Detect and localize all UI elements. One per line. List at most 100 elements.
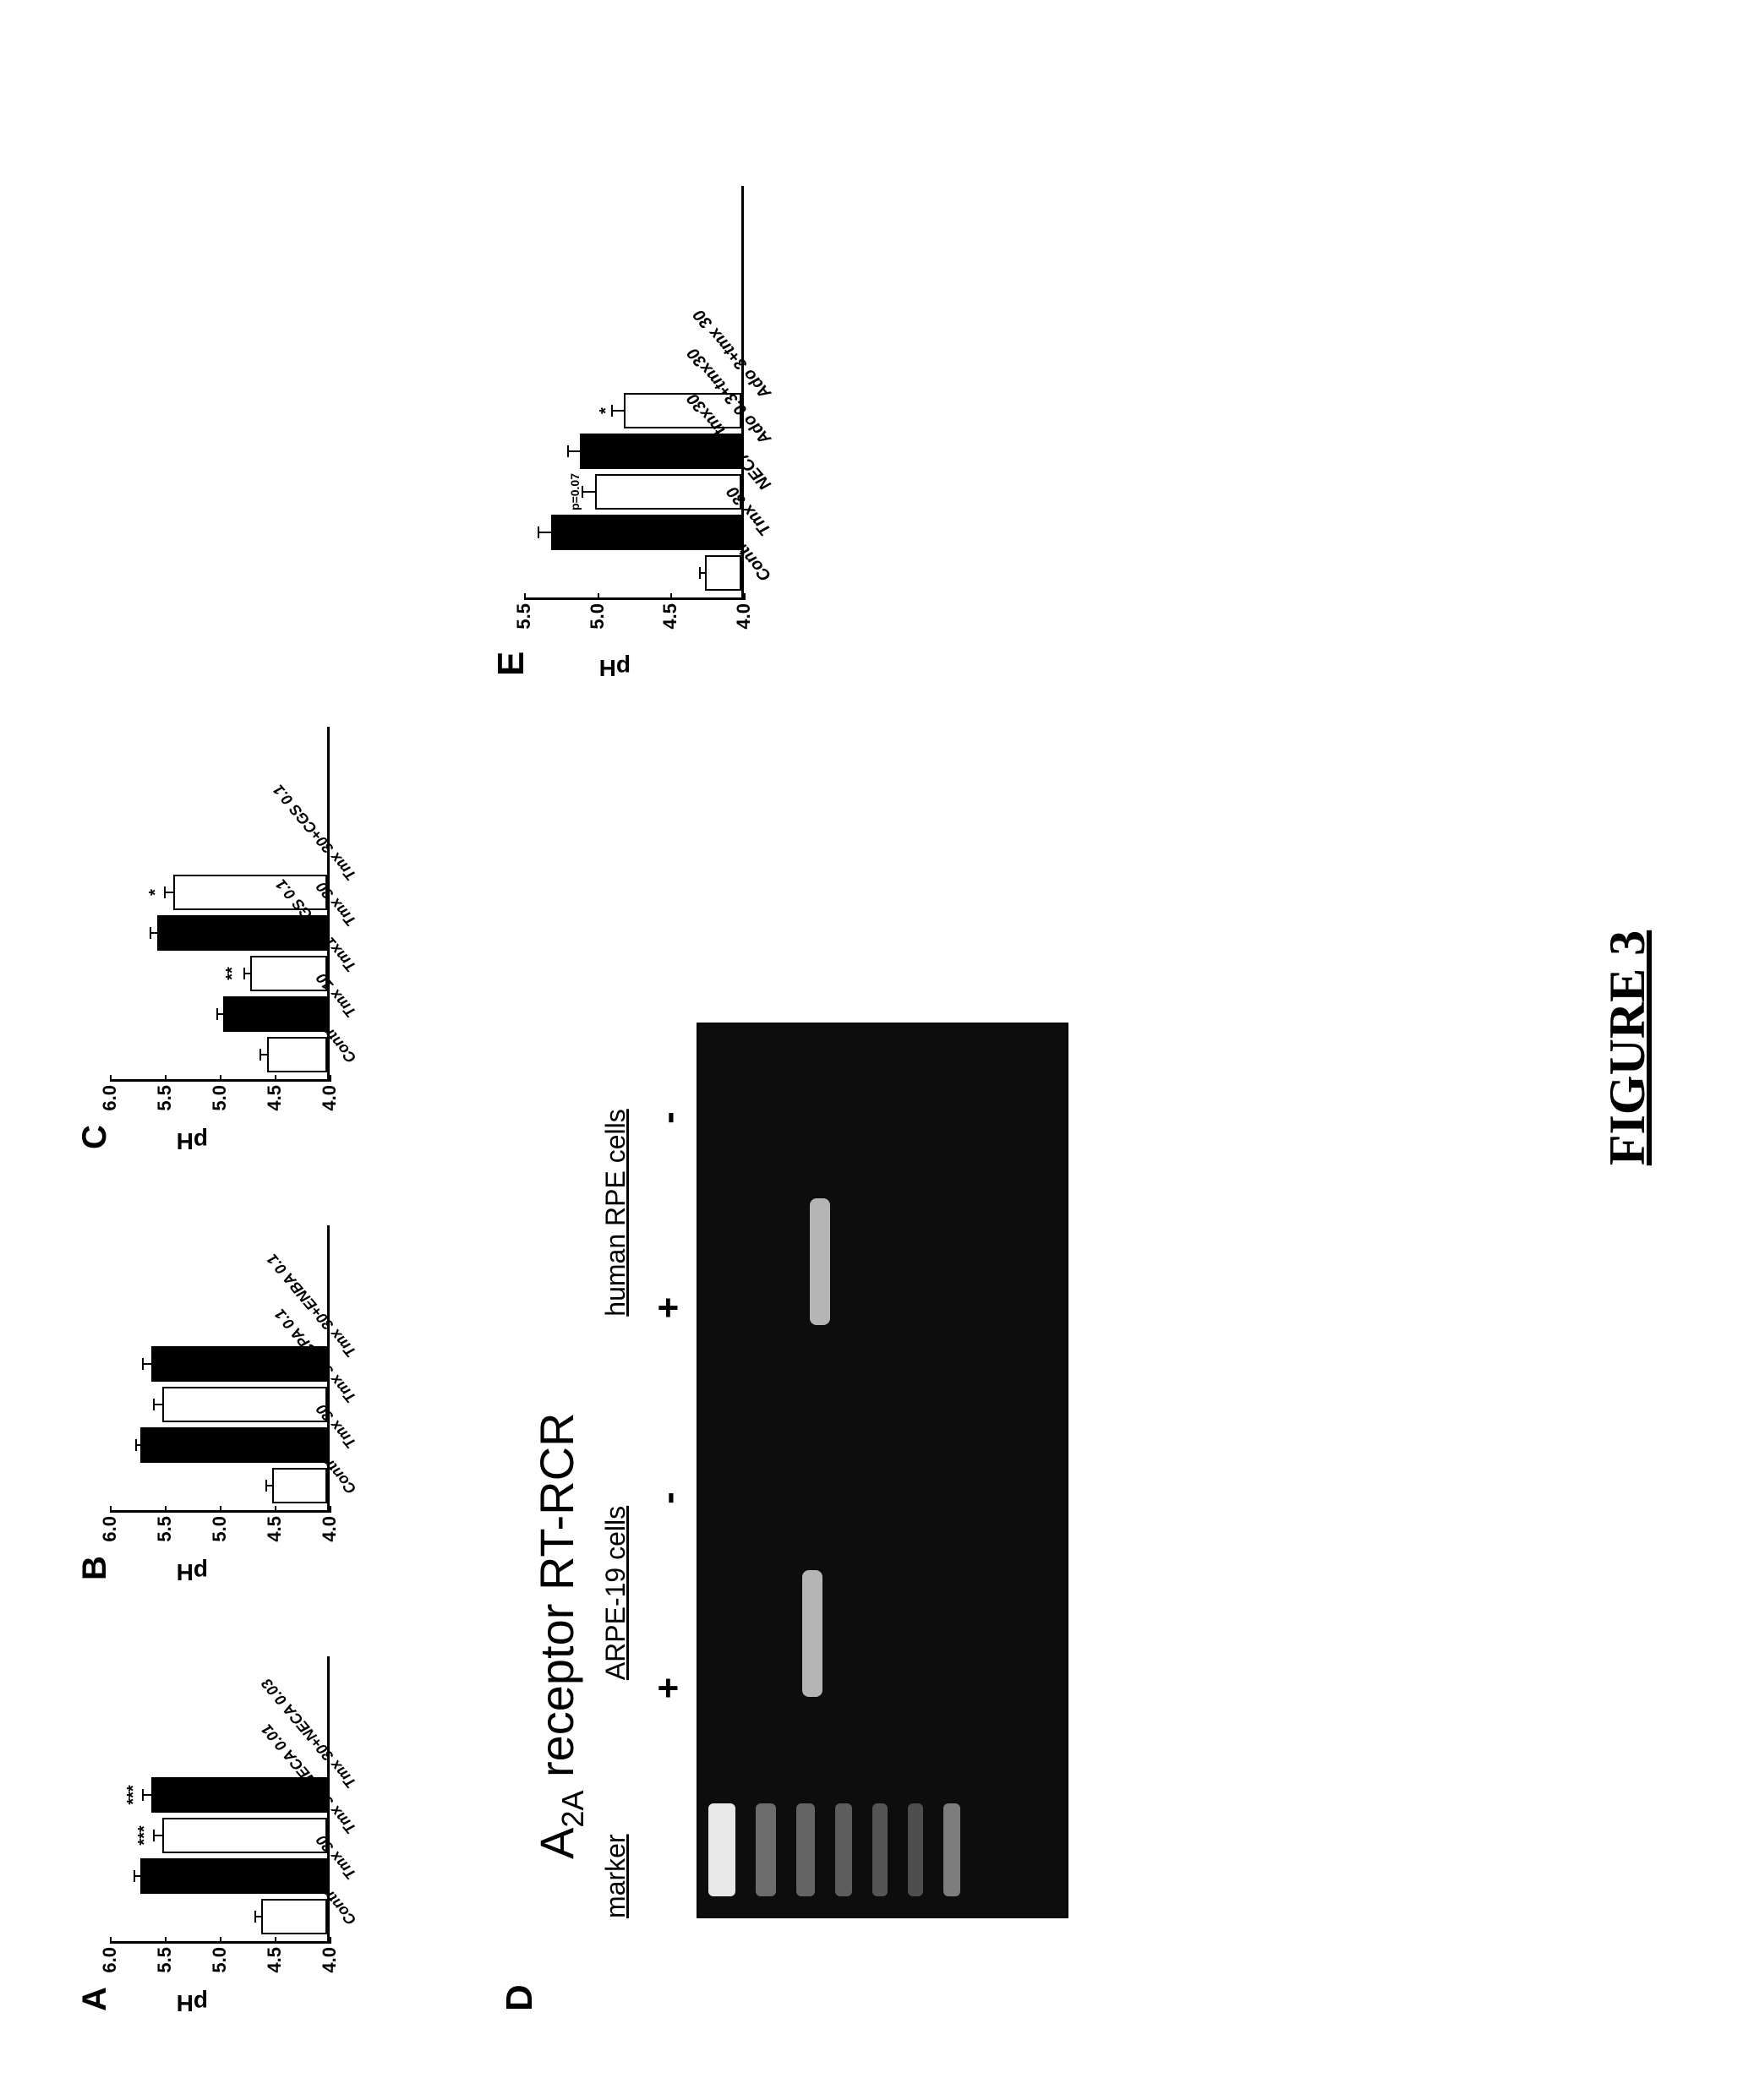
xlabels-E: ControlTmx 30NECA 1+tmx30Ado 0.3+tmx30Ad… [749, 183, 768, 597]
error-bar [567, 450, 582, 452]
gel-title-sub: 2A [555, 1791, 590, 1828]
significance-mark: * [597, 407, 616, 414]
significance-mark: *** [135, 1825, 155, 1845]
panel-letter-D: D [499, 1984, 541, 2011]
bar-wrap [110, 1468, 327, 1503]
bar-wrap [110, 1346, 327, 1382]
error-bar [243, 973, 252, 974]
bar [267, 1037, 328, 1072]
y-tick: 5.5 [154, 1947, 176, 1973]
ylabel-E: pH [599, 654, 631, 681]
gel-title: A2A receptor RT-RCR [529, 1413, 591, 1859]
y-tick: 4.0 [319, 1516, 341, 1542]
rotated-layout: A pH 6.05.55.04.54.0 ****** ControlTmx 3… [51, 51, 1691, 2045]
panel-B: B pH 6.05.55.04.54.0 ControlTmx 30Tmx 30… [85, 1208, 440, 1580]
bar: ** [250, 956, 327, 991]
panel-E: E pH 5.55.04.54.0 p=0.07* ControlTmx 30N… [490, 135, 879, 676]
ladder-band [835, 1803, 852, 1896]
lane-signs: + - + - [647, 1023, 690, 1918]
panel-letter-B: B [76, 1556, 114, 1580]
yticks-C: 6.05.55.04.54.0 [110, 1082, 330, 1115]
bar-wrap [524, 434, 741, 469]
gel-column-headers: marker ARPE-19 cells human RPE cells [600, 1023, 631, 1918]
gel-image [697, 1023, 1068, 1918]
bar-wrap [110, 915, 327, 951]
significance-mark: *** [124, 1785, 144, 1804]
gel-band [810, 1198, 830, 1325]
y-tick: 4.5 [264, 1516, 286, 1542]
error-bar [265, 1485, 274, 1486]
panel-letter-C: C [76, 1125, 114, 1149]
y-tick: 4.0 [319, 1947, 341, 1973]
significance-mark: ** [223, 967, 243, 980]
lane-sign-1: + [647, 1593, 690, 1783]
col-arpe: ARPE-19 cells [600, 1506, 631, 1680]
bar-wrap [110, 1858, 327, 1894]
error-bar [216, 1013, 224, 1015]
bar [705, 555, 741, 591]
ladder-band [943, 1803, 960, 1896]
axis-E: p=0.07 * [524, 186, 744, 600]
bar [261, 1899, 327, 1934]
error-bar [254, 1916, 263, 1917]
y-tick: 5.0 [209, 1516, 231, 1542]
panel-A: A pH 6.05.55.04.54.0 ****** ControlTmx 3… [85, 1639, 440, 2011]
significance-mark: * [146, 889, 166, 896]
y-tick: 4.5 [659, 603, 681, 630]
bar [551, 515, 741, 550]
error-bar [135, 1444, 142, 1446]
error-bar [260, 1054, 268, 1055]
bar-wrap [524, 555, 741, 591]
y-tick: 4.5 [264, 1085, 286, 1111]
yticks-A: 6.05.55.04.54.0 [110, 1944, 330, 1977]
bar-wrap [110, 1899, 327, 1934]
bar: p=0.07 [595, 474, 741, 510]
significance-mark: p=0.07 [568, 473, 582, 510]
ladder-band [756, 1803, 776, 1896]
figure-caption: FIGURE 3 [1598, 930, 1657, 1165]
y-tick: 5.5 [513, 603, 535, 630]
col-human: human RPE cells [600, 1109, 631, 1316]
yticks-E: 5.55.04.54.0 [524, 600, 744, 634]
error-bar [538, 532, 552, 533]
error-bar [582, 491, 596, 493]
xlabels-C: ControlTmx 10Tmx10+CGS 0.1Tmx 30Tmx 30+C… [335, 723, 352, 1078]
panel-letter-A: A [76, 1987, 114, 2011]
ladder-band [872, 1803, 888, 1896]
y-tick: 4.5 [264, 1947, 286, 1973]
bar [140, 1427, 327, 1463]
bar-wrap: *** [110, 1777, 327, 1813]
ladder [708, 1803, 1055, 1896]
gel-title-A: A [530, 1828, 583, 1859]
bar-wrap: *** [110, 1818, 327, 1853]
xlabels-B: ControlTmx 30Tmx 30+CPA 0.1Tmx 30+ENBA 0… [335, 1222, 352, 1509]
y-tick: 5.0 [587, 603, 609, 630]
axis-A: *** *** [110, 1656, 330, 1944]
yticks-B: 6.05.55.04.54.0 [110, 1513, 330, 1546]
axis-B [110, 1225, 330, 1513]
bar-wrap [110, 1387, 327, 1422]
gel-title-rest: receptor RT-RCR [530, 1413, 583, 1791]
bars-A: *** *** [110, 1656, 327, 1941]
error-bar [153, 1404, 164, 1405]
ylabel-C: pH [177, 1127, 208, 1154]
error-bar [150, 932, 158, 934]
y-tick: 6.0 [99, 1947, 121, 1973]
lane-sign-0 [647, 1783, 690, 1918]
bar [162, 1387, 327, 1422]
bar [272, 1468, 327, 1503]
xlabels-A: ControlTmx 30Tmx 30+NECA 0.01Tmx 30+NECA… [335, 1653, 352, 1940]
error-bar [699, 572, 707, 574]
y-tick: 5.0 [209, 1085, 231, 1111]
panel-D: D A2A receptor RT-RCR marker ARPE-19 cel… [507, 997, 1116, 2011]
error-bar [134, 1875, 142, 1877]
lane-sign-2: - [647, 1403, 690, 1593]
error-bar [142, 1363, 153, 1365]
bars-E: p=0.07 * [524, 186, 741, 597]
bar-wrap [110, 996, 327, 1032]
y-tick: 5.5 [154, 1516, 176, 1542]
ylabel-A: pH [177, 1989, 208, 2016]
panel-C: C pH 6.05.55.04.54.0 *** ControlTmx 10Tm… [85, 710, 440, 1149]
y-tick: 5.5 [154, 1085, 176, 1111]
y-tick: 6.0 [99, 1085, 121, 1111]
